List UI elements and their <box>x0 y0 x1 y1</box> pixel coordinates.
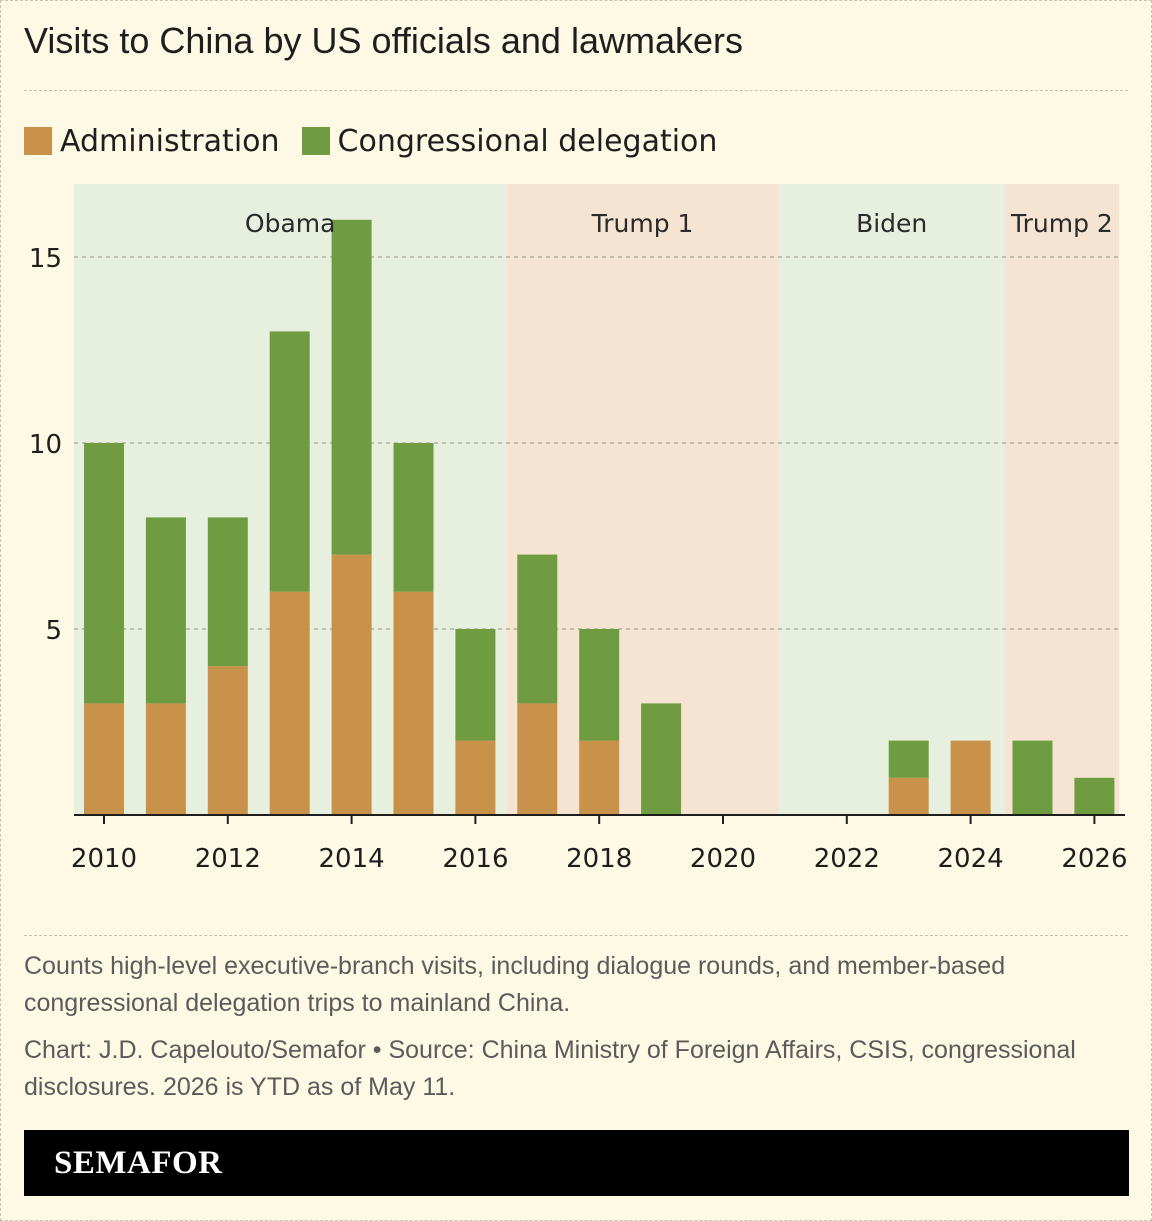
bar-administration <box>950 740 991 815</box>
chart-credit: Chart: J.D. Capelouto/Semafor • Source: … <box>24 1036 1076 1101</box>
x-tick-label: 2018 <box>566 844 632 874</box>
x-tick-label: 2024 <box>938 844 1004 874</box>
stacked-bar-chart: 2010 2012 2014 2016 2018 2020 2022 2024 2026 5 10… <box>29 184 1127 874</box>
bars <box>84 219 1115 815</box>
era-label-trump-1: Trump 1 <box>591 209 694 238</box>
bar-congressional <box>393 443 434 592</box>
bar-administration <box>269 591 310 815</box>
era-label-obama: Obama <box>245 209 336 238</box>
x-tick-label: 2022 <box>814 844 880 874</box>
era-labels: Obama Trump 1 Biden Trump 2 <box>245 209 1113 238</box>
top-divider <box>24 90 1128 91</box>
x-tick-label: 2020 <box>690 844 756 874</box>
bar-congressional <box>84 443 124 704</box>
legend-swatch-administration <box>24 127 52 155</box>
bar-administration <box>579 740 620 815</box>
bar-congressional <box>269 331 310 592</box>
chart-title: Visits to China by US officials and lawm… <box>24 20 743 61</box>
semafor-logo: SEMAFOR <box>54 1144 223 1181</box>
bar-congressional <box>888 740 929 778</box>
bar-administration <box>331 554 372 815</box>
legend-label-congressional: Congressional delegation <box>337 123 718 159</box>
bar-congressional <box>517 554 558 704</box>
bar-administration <box>888 777 929 815</box>
x-tick-label: 2012 <box>195 844 261 874</box>
legend-item-congressional: Congressional delegation <box>301 123 718 159</box>
chart-notes: Counts high-level executive-branch visit… <box>24 948 1128 1106</box>
x-tick-label: 2026 <box>1061 844 1127 874</box>
legend-swatch-congressional <box>301 127 330 155</box>
x-tick-label: 2014 <box>319 844 385 874</box>
bar-congressional <box>579 629 620 741</box>
y-tick-label: 10 <box>29 430 62 460</box>
bar-congressional <box>1074 777 1115 815</box>
bar-congressional <box>1012 740 1053 815</box>
bar-congressional <box>145 517 186 704</box>
x-tick-label: 2010 <box>71 844 137 874</box>
bar-congressional <box>455 629 496 741</box>
y-axis-ticks: 5 10 15 <box>29 244 62 646</box>
era-label-trump-2: Trump 2 <box>1010 209 1113 238</box>
bar-administration <box>393 591 434 815</box>
bar-congressional <box>641 703 682 815</box>
y-tick-label: 15 <box>29 244 62 274</box>
bar-congressional <box>331 219 372 555</box>
bar-administration <box>84 703 124 815</box>
bar-administration <box>207 666 248 815</box>
bar-administration <box>455 740 496 815</box>
chart-description: Counts high-level executive-branch visit… <box>24 952 1006 1017</box>
era-band-biden <box>778 184 1005 815</box>
bar-administration <box>145 703 186 815</box>
x-axis: 2010 2012 2014 2016 2018 2020 2022 2024 2026 <box>71 814 1127 874</box>
era-label-biden: Biden <box>856 209 927 238</box>
bar-administration <box>517 703 558 815</box>
era-band-trump-2 <box>1004 184 1120 815</box>
legend: Administration Congressional delegation <box>24 123 739 159</box>
x-tick-label: 2016 <box>442 844 508 874</box>
legend-label-administration: Administration <box>60 123 280 159</box>
y-tick-label: 5 <box>45 616 62 646</box>
bar-congressional <box>207 517 248 667</box>
bottom-divider <box>24 935 1128 936</box>
legend-item-administration: Administration <box>24 124 280 159</box>
footer-bar: SEMAFOR <box>24 1130 1129 1196</box>
